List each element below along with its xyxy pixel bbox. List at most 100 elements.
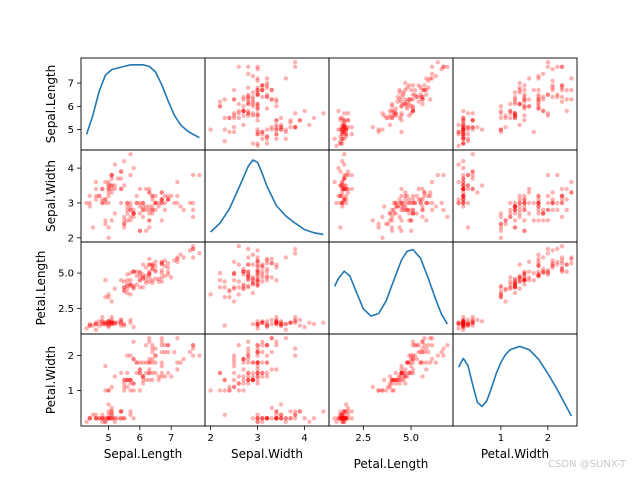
scatter-point xyxy=(255,349,260,355)
scatter-point xyxy=(278,127,284,132)
scatter-point xyxy=(391,200,397,206)
scatter-point xyxy=(100,416,105,421)
scatter-point xyxy=(517,197,522,202)
scatter-point xyxy=(445,214,450,220)
scatter-point xyxy=(227,287,232,293)
scatter-point xyxy=(503,221,508,227)
scatter-point xyxy=(399,218,404,223)
scatter-point xyxy=(283,127,288,132)
scatter-point xyxy=(109,190,114,195)
scatter-point xyxy=(343,127,349,132)
scatter-point xyxy=(241,377,246,383)
scatter-point xyxy=(340,125,345,130)
scatter-point xyxy=(461,319,466,324)
scatter-point xyxy=(231,370,237,376)
scatter-point xyxy=(264,275,270,280)
scatter-point xyxy=(418,349,423,355)
scatter-point xyxy=(541,269,546,274)
scatter-point xyxy=(340,416,345,421)
scatter-point xyxy=(416,83,421,88)
scatter-point xyxy=(342,125,347,130)
scatter-point xyxy=(342,412,347,417)
scatter-point xyxy=(461,321,466,327)
scatter-point xyxy=(190,246,196,252)
scatter-point xyxy=(297,118,303,123)
scatter-point xyxy=(461,118,466,123)
scatter-point xyxy=(278,416,284,421)
scatter-point xyxy=(512,115,518,121)
scatter-point xyxy=(100,321,105,327)
scatter-point xyxy=(508,279,513,284)
scatter-point xyxy=(274,321,279,327)
scatter-point xyxy=(246,113,251,118)
scatter-point xyxy=(246,370,251,376)
scatter-point xyxy=(349,186,354,192)
scatter-point xyxy=(550,200,555,206)
scatter-point xyxy=(131,416,136,421)
scatter-point xyxy=(159,349,164,355)
scatter-point xyxy=(389,225,395,230)
scatter-point xyxy=(340,186,345,192)
scatter-point xyxy=(403,101,408,107)
scatter-point xyxy=(550,85,555,90)
scatter-point xyxy=(508,211,513,216)
scatter-point xyxy=(376,129,381,135)
scatter-point xyxy=(541,207,546,213)
scatter-point xyxy=(536,273,541,279)
scatter-point xyxy=(385,115,391,121)
scatter-point xyxy=(508,200,513,206)
scatter-point xyxy=(343,402,349,407)
scatter-point xyxy=(274,278,279,283)
scatter-point xyxy=(424,346,429,351)
scatter-point xyxy=(269,349,274,355)
scatter-point xyxy=(522,200,527,206)
scatter-point xyxy=(461,136,466,141)
scatter-point xyxy=(550,262,555,267)
scatter-point xyxy=(512,90,518,95)
scatter-point xyxy=(255,132,260,137)
scatter-point xyxy=(522,106,527,111)
scatter-point xyxy=(264,256,270,262)
scatter-point xyxy=(512,207,518,213)
scatter-point xyxy=(106,200,111,206)
scatter-point xyxy=(140,207,146,213)
scatter-point xyxy=(109,321,114,327)
scatter-point xyxy=(231,259,237,264)
scatter-point xyxy=(435,60,440,65)
scatter-point xyxy=(536,207,541,213)
scatter-point xyxy=(439,67,444,72)
scatter-point xyxy=(143,265,149,270)
scatter-point xyxy=(408,104,414,109)
scatter-point xyxy=(131,207,136,213)
scatter-point xyxy=(541,211,546,216)
scatter-point xyxy=(389,218,395,223)
scatter-point xyxy=(246,374,251,379)
scatter-point xyxy=(190,353,196,358)
scatter-point xyxy=(147,204,152,209)
scatter-point xyxy=(340,125,345,130)
scatter-point xyxy=(106,388,111,393)
scatter-point xyxy=(545,92,551,97)
panel-sepal-width-vs-sepal-width xyxy=(204,149,330,243)
scatter-point xyxy=(569,255,574,260)
scatter-point xyxy=(255,416,260,421)
scatter-point xyxy=(109,416,114,421)
scatter-point xyxy=(433,360,439,365)
scatter-point xyxy=(428,193,433,199)
scatter-point xyxy=(246,278,251,283)
scatter-point xyxy=(175,179,180,185)
scatter-point xyxy=(410,92,416,97)
scatter-point xyxy=(150,211,155,216)
scatter-point xyxy=(140,276,146,281)
scatter-point xyxy=(255,111,260,116)
scatter-point xyxy=(342,197,347,202)
scatter-point xyxy=(336,416,341,421)
scatter-point xyxy=(274,343,279,348)
scatter-point xyxy=(559,99,565,104)
scatter-point xyxy=(526,186,532,192)
scatter-point xyxy=(342,125,347,130)
scatter-point xyxy=(517,279,522,284)
scatter-point xyxy=(503,218,508,223)
scatter-point xyxy=(338,416,343,421)
scatter-point xyxy=(156,377,161,383)
